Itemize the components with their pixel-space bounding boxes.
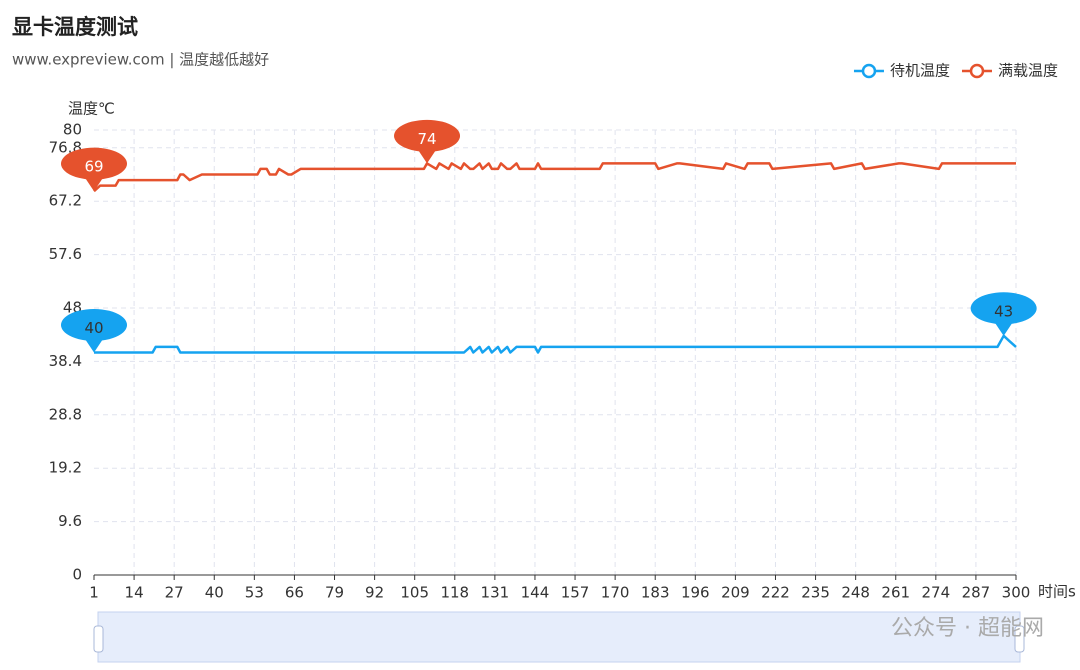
mark-pin xyxy=(970,292,1037,336)
x-tick-label: 66 xyxy=(285,584,304,602)
zoom-handle[interactable] xyxy=(1014,625,1025,653)
chart-title: 显卡温度测试 xyxy=(12,15,138,39)
x-tick-label: 235 xyxy=(801,584,830,602)
y-tick-label: 38.4 xyxy=(49,352,82,370)
x-tick-label: 248 xyxy=(841,584,870,602)
mark-label: 43 xyxy=(994,302,1013,320)
x-tick-label: 131 xyxy=(481,584,510,602)
mark-pin xyxy=(61,308,127,353)
x-tick-label: 261 xyxy=(881,584,910,602)
x-tick-label: 92 xyxy=(365,584,384,602)
x-tick-label: 157 xyxy=(561,584,590,602)
x-tick-label: 183 xyxy=(641,584,670,602)
y-tick-label: 28.8 xyxy=(49,405,82,423)
chart-subtitle: www.expreview.com | 温度越低越好 xyxy=(12,51,269,69)
x-tick-label: 222 xyxy=(761,584,790,602)
legend-swatch xyxy=(969,63,985,79)
y-axis-title: 温度℃ xyxy=(68,100,115,118)
x-tick-label: 300 xyxy=(1002,584,1031,602)
watermark: 公众号 · 超能网 xyxy=(891,616,1044,641)
mark-pin xyxy=(61,147,128,192)
legend-label: 待机温度 xyxy=(890,62,950,80)
mark-label: 74 xyxy=(417,130,436,148)
y-tick-label: 57.6 xyxy=(49,245,82,263)
x-tick-label: 40 xyxy=(205,584,224,602)
y-tick-label: 19.2 xyxy=(49,459,82,477)
x-tick-label: 144 xyxy=(521,584,550,602)
legend-label: 满载温度 xyxy=(998,62,1058,80)
x-tick-label: 170 xyxy=(601,584,630,602)
x-tick-label: 14 xyxy=(125,584,144,602)
zoom-handle[interactable] xyxy=(93,625,104,653)
legend-swatch xyxy=(861,63,877,79)
x-tick-label: 27 xyxy=(165,584,184,602)
x-tick-label: 287 xyxy=(962,584,991,602)
y-tick-label: 9.6 xyxy=(58,512,82,530)
x-tick-label: 53 xyxy=(245,584,264,602)
series-line xyxy=(94,334,1017,354)
x-tick-label: 1 xyxy=(89,584,99,602)
zoom-track xyxy=(97,611,1021,663)
y-tick-label: 0 xyxy=(72,566,82,584)
series-line xyxy=(93,162,1016,193)
x-axis-title: 时间s xyxy=(1038,583,1076,601)
mark-label: 69 xyxy=(84,158,103,176)
x-tick-label: 274 xyxy=(922,584,951,602)
mark-pin xyxy=(394,119,461,164)
x-tick-label: 209 xyxy=(721,584,750,602)
x-tick-label: 79 xyxy=(325,584,344,602)
x-tick-label: 105 xyxy=(400,584,429,602)
data-zoom[interactable] xyxy=(93,611,1025,663)
mark-label: 40 xyxy=(84,319,103,337)
y-tick-label: 67.2 xyxy=(49,192,82,210)
x-tick-label: 118 xyxy=(440,584,469,602)
y-tick-label: 80 xyxy=(63,121,82,139)
x-tick-label: 196 xyxy=(681,584,710,602)
